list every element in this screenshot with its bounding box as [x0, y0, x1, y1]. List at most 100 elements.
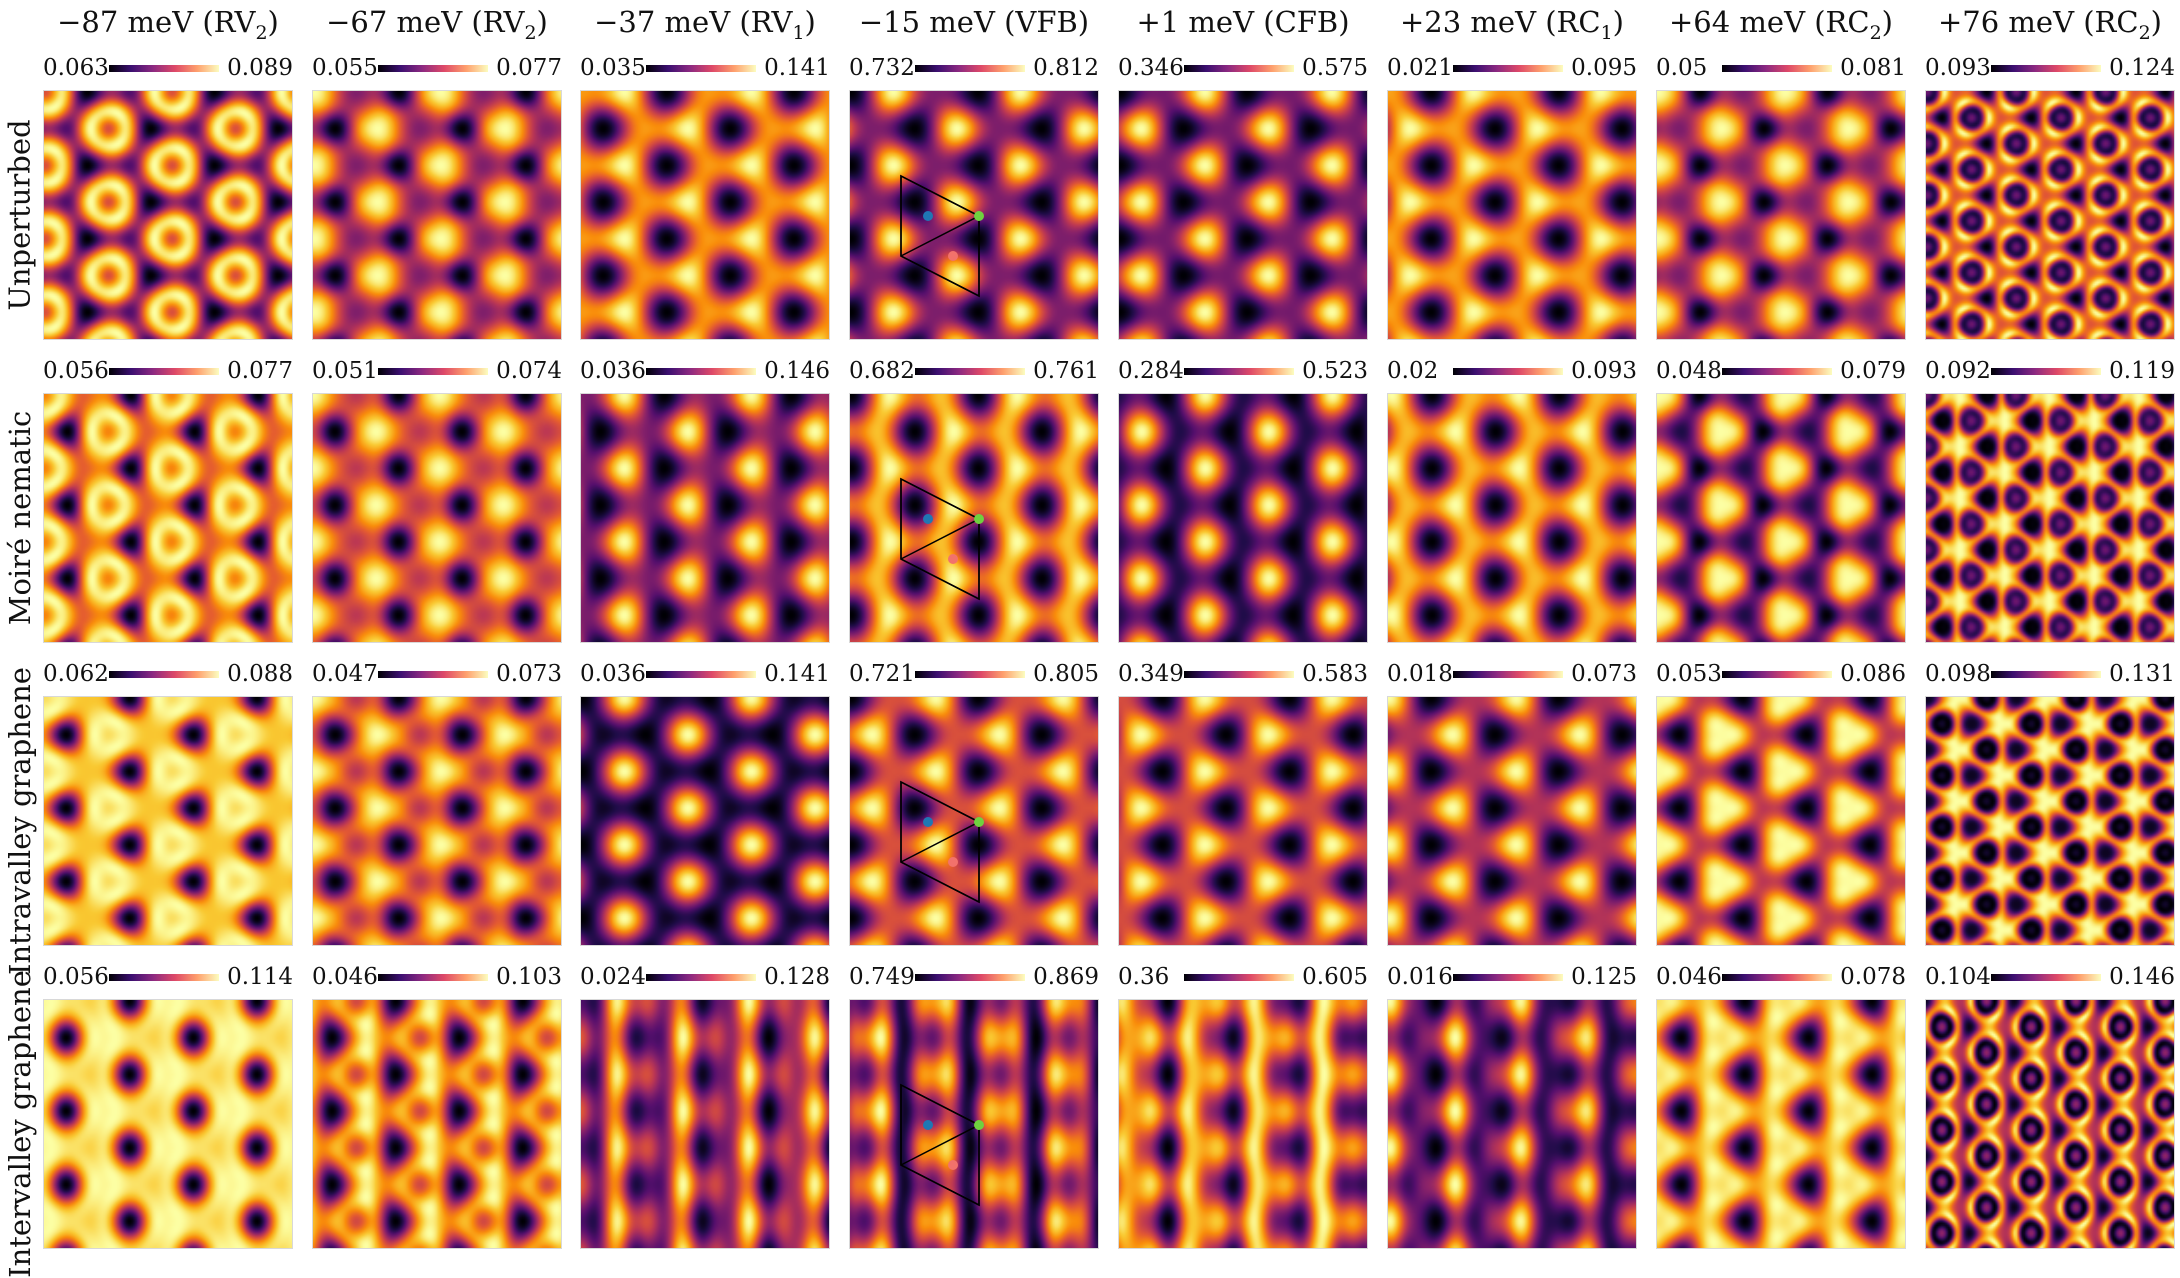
ldos-map-panel	[1118, 393, 1368, 643]
colorbar-min-label: 0.349	[1118, 661, 1184, 687]
colorbar-min-label: 0.092	[1925, 358, 1991, 384]
column-title-text: +1 meV (CFB)	[1136, 5, 1350, 39]
ldos-map-panel	[1656, 696, 1906, 946]
ldos-map-panel	[849, 90, 1099, 340]
colorbar-max-label: 0.114	[227, 964, 293, 990]
unit-cell-outline	[900, 174, 981, 298]
ldos-map-panel	[580, 696, 830, 946]
ldos-heatmap	[1388, 1000, 1636, 1248]
colorbar-min-label: 0.046	[1656, 964, 1722, 990]
ldos-heatmap	[850, 697, 1098, 945]
ldos-heatmap	[581, 91, 829, 339]
ldos-heatmap	[44, 394, 292, 642]
ldos-heatmap	[1388, 91, 1636, 339]
ldos-heatmap	[1926, 91, 2174, 339]
column-title-text: +23 meV (RC	[1399, 5, 1601, 39]
colorbar-max-label: 0.605	[1302, 964, 1368, 990]
ldos-heatmap	[44, 91, 292, 339]
column-title: +76 meV (RC2)	[1916, 2, 2180, 44]
ldos-map-panel	[43, 393, 293, 643]
colorbar	[1991, 65, 2101, 72]
stacking-site-marker-green	[974, 514, 984, 524]
unit-cell-overlay	[900, 174, 984, 298]
ldos-heatmap	[1119, 1000, 1367, 1248]
column-title: −15 meV (VFB)	[840, 2, 1108, 42]
colorbar	[378, 974, 488, 981]
colorbar-min-label: 0.021	[1387, 55, 1453, 81]
colorbar-max-label: 0.131	[2109, 661, 2175, 687]
stacking-site-marker-red	[948, 857, 958, 867]
colorbar	[1991, 368, 2101, 375]
colorbar	[109, 65, 219, 72]
colorbar	[1722, 368, 1832, 375]
ldos-heatmap	[1657, 394, 1905, 642]
ldos-map-panel	[43, 999, 293, 1249]
ldos-map-panel	[1925, 393, 2175, 643]
ldos-heatmap	[313, 91, 561, 339]
ldos-map-panel	[1118, 90, 1368, 340]
row-label-text: Unperturbed	[3, 119, 38, 311]
ldos-map-panel	[849, 696, 1099, 946]
colorbar-min-label: 0.055	[312, 55, 378, 81]
unit-cell-outline	[900, 1083, 981, 1207]
ldos-heatmap	[581, 394, 829, 642]
colorbar	[1184, 974, 1294, 981]
colorbar-max-label: 0.128	[764, 964, 830, 990]
colorbar-max-label: 0.575	[1302, 55, 1368, 81]
colorbar	[1722, 65, 1832, 72]
colorbar-min-label: 0.05	[1656, 55, 1708, 81]
colorbar-max-label: 0.805	[1033, 661, 1099, 687]
colorbar	[1453, 671, 1563, 678]
colorbar	[1722, 974, 1832, 981]
ldos-map-panel	[43, 696, 293, 946]
colorbar-max-label: 0.141	[764, 55, 830, 81]
ldos-map-panel	[849, 393, 1099, 643]
colorbar	[1453, 65, 1563, 72]
colorbar	[378, 65, 488, 72]
column-title-text: −67 meV (RV	[326, 5, 525, 39]
ldos-map-panel	[1387, 696, 1637, 946]
colorbar	[915, 368, 1025, 375]
colorbar-max-label: 0.077	[496, 55, 562, 81]
colorbar-min-label: 0.036	[580, 661, 646, 687]
colorbar-max-label: 0.103	[496, 964, 562, 990]
colorbar	[915, 974, 1025, 981]
colorbar-max-label: 0.869	[1033, 964, 1099, 990]
ldos-map-panel	[1118, 696, 1368, 946]
ldos-heatmap	[850, 1000, 1098, 1248]
stacking-site-marker-green	[974, 817, 984, 827]
colorbar	[915, 671, 1025, 678]
colorbar-max-label: 0.812	[1033, 55, 1099, 81]
colorbar	[1453, 368, 1563, 375]
colorbar-min-label: 0.046	[312, 964, 378, 990]
colorbar-max-label: 0.095	[1571, 55, 1637, 81]
column-title-subscript: 2	[524, 21, 537, 44]
ldos-map-panel	[849, 999, 1099, 1249]
ldos-heatmap	[850, 91, 1098, 339]
colorbar-max-label: 0.093	[1571, 358, 1637, 384]
ldos-heatmap	[1388, 697, 1636, 945]
ldos-heatmap	[44, 697, 292, 945]
unit-cell-outline	[900, 780, 981, 904]
column-title-text: −37 meV (RV	[594, 5, 793, 39]
colorbar-max-label: 0.078	[1840, 964, 1906, 990]
column-title: −67 meV (RV2)	[303, 2, 571, 44]
ldos-map-panel	[312, 393, 562, 643]
ldos-heatmap	[1657, 91, 1905, 339]
unit-cell-outline	[900, 477, 980, 601]
stacking-site-marker-blue	[923, 817, 933, 827]
colorbar-max-label: 0.523	[1302, 358, 1368, 384]
colorbar	[646, 65, 756, 72]
colorbar-min-label: 0.018	[1387, 661, 1453, 687]
colorbar-min-label: 0.36	[1118, 964, 1170, 990]
colorbar-min-label: 0.098	[1925, 661, 1991, 687]
colorbar-min-label: 0.048	[1656, 358, 1722, 384]
colorbar-max-label: 0.077	[227, 358, 293, 384]
colorbar-min-label: 0.053	[1656, 661, 1722, 687]
colorbar-min-label: 0.104	[1925, 964, 1991, 990]
column-title-suffix: )	[1612, 5, 1624, 39]
colorbar-max-label: 0.074	[496, 358, 562, 384]
ldos-heatmap	[850, 394, 1098, 642]
ldos-heatmap	[1119, 697, 1367, 945]
